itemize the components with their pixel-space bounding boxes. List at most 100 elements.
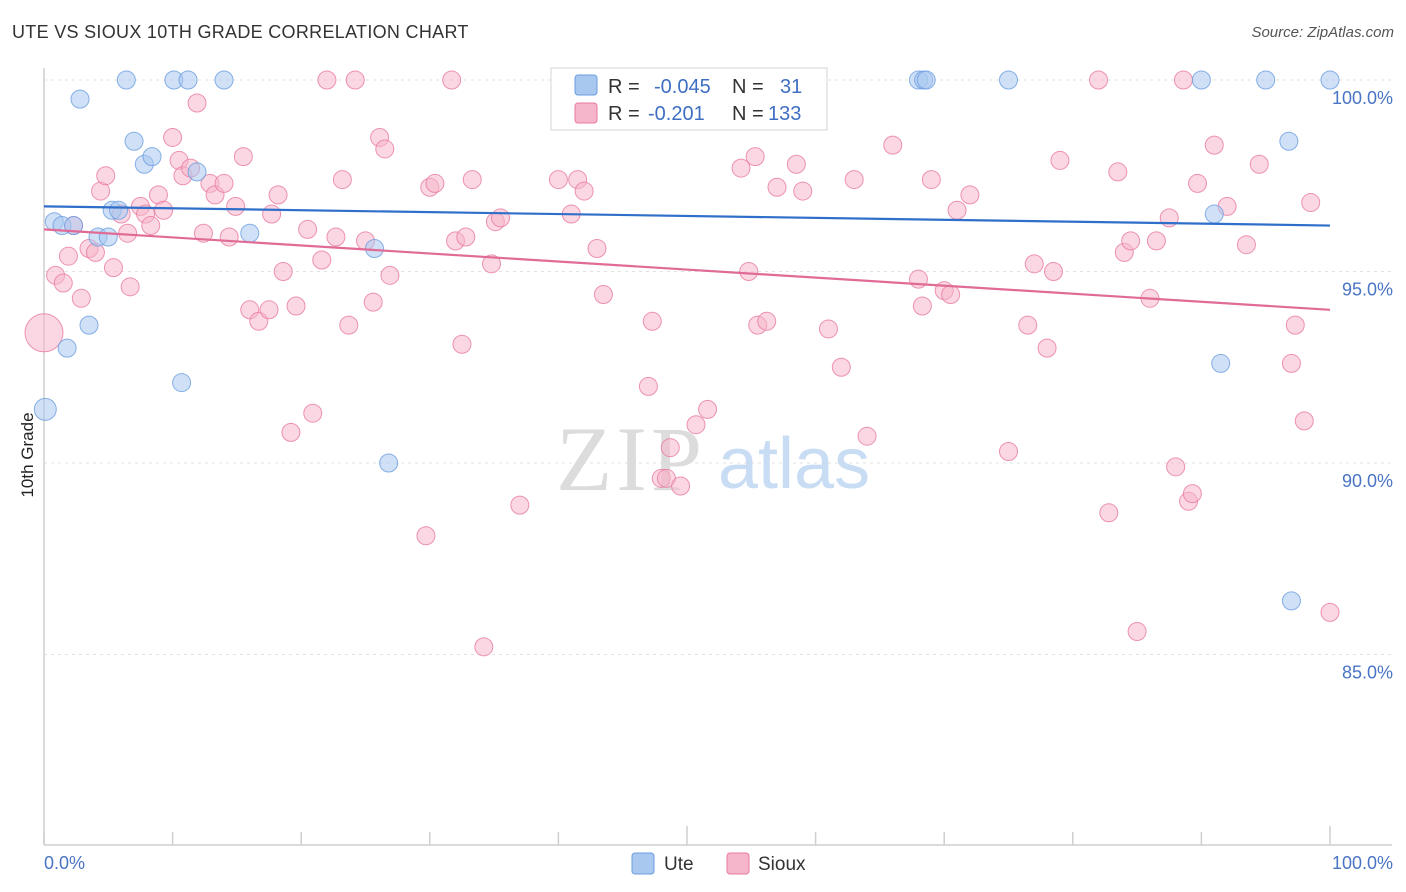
sioux-point-64	[510, 495, 530, 515]
legend-r-sioux: -0.201	[648, 103, 705, 125]
sioux-point-102	[1024, 254, 1044, 274]
ute-point-20	[240, 223, 260, 243]
sioux-point-103	[1037, 338, 1057, 358]
sioux-point-48	[363, 292, 383, 312]
sioux-point-40	[303, 403, 323, 423]
ute-point-28	[916, 70, 936, 90]
sioux-point-37	[281, 422, 301, 442]
sioux-point-82	[745, 147, 765, 167]
sioux-point-125	[1285, 315, 1305, 335]
sioux-point-120	[1204, 135, 1224, 155]
legend-swatch-sioux	[574, 102, 598, 124]
sioux-point-119	[1188, 173, 1208, 193]
svg-text:R =: R =	[608, 76, 640, 98]
sioux-point-126	[1294, 411, 1314, 431]
sioux-point-118	[1182, 484, 1202, 504]
sioux-point-108	[1108, 162, 1128, 182]
sioux-point-99	[960, 185, 980, 205]
sioux-point-34	[262, 204, 282, 224]
sioux-point-24	[193, 223, 213, 243]
sioux-point-36	[273, 262, 293, 281]
ute-point-0	[33, 397, 57, 421]
ute-point-17	[178, 70, 198, 90]
sioux-point-45	[339, 315, 359, 335]
sioux-point-35	[268, 185, 288, 205]
sioux-point-115	[1166, 457, 1186, 477]
sioux-point-122	[1236, 235, 1256, 255]
sioux-point-43	[326, 227, 346, 247]
sioux-point-87	[793, 181, 813, 201]
trend-lines	[43, 205, 1331, 311]
sioux-point-123	[1249, 154, 1269, 174]
ute-point-22	[379, 453, 399, 473]
y-axis-label: 10th Grade	[18, 412, 37, 497]
sioux-point-84	[757, 311, 777, 331]
data-points	[24, 70, 1340, 657]
sioux-point-100	[999, 442, 1018, 462]
ute-point-10	[109, 200, 129, 220]
ute-point-5	[70, 89, 90, 109]
ute-point-31	[1204, 204, 1224, 224]
sioux-point-113	[1146, 231, 1166, 251]
correlation-legend: R = -0.045 N = 31 R = -0.201 N = 133	[550, 67, 828, 131]
y-tick-label-0: 100.0%	[1332, 88, 1393, 108]
sioux-point-44	[332, 170, 352, 190]
sioux-point-77	[686, 415, 706, 435]
ute-point-19	[214, 70, 234, 90]
sioux-point-42	[317, 70, 337, 90]
sioux-point-41	[312, 250, 332, 270]
sioux-point-9	[96, 166, 116, 186]
source-label: Source: ZipAtlas.com	[1251, 24, 1394, 41]
ute-trend-line	[43, 205, 1331, 227]
bottom-swatch-sioux	[726, 852, 750, 875]
sioux-point-27	[214, 173, 234, 193]
x-tick-label-0: 0.0%	[44, 853, 85, 873]
y-tick-label-1: 95.0%	[1342, 280, 1393, 300]
sioux-point-5	[71, 288, 91, 308]
ute-point-33	[1256, 70, 1276, 90]
legend-n-ute: 31	[780, 76, 802, 98]
sioux-point-111	[1127, 622, 1147, 642]
sioux-point-90	[844, 170, 864, 190]
bottom-swatch-ute	[631, 852, 655, 875]
ute-point-6	[79, 315, 99, 335]
sioux-point-38	[286, 296, 306, 316]
sioux-point-50	[375, 139, 395, 159]
sioux-point-54	[425, 173, 445, 193]
sioux-point-101	[1018, 315, 1038, 335]
sioux-point-69	[587, 239, 607, 259]
grid-lines	[44, 79, 1392, 655]
legend-n-sioux: 133	[768, 103, 801, 125]
sioux-point-107	[1099, 503, 1119, 523]
sioux-point-81	[739, 262, 759, 281]
bottom-legend-sioux: Sioux	[758, 854, 806, 875]
sioux-point-63	[491, 208, 511, 228]
sioux-point-59	[462, 170, 482, 190]
sioux-point-75	[660, 438, 680, 458]
sioux-point-76	[671, 476, 691, 496]
ute-point-18	[187, 162, 207, 182]
ute-point-29	[999, 70, 1018, 90]
sioux-point-55	[442, 70, 462, 90]
sioux-point-98	[947, 200, 967, 220]
sioux-point-61	[482, 254, 502, 274]
sioux-point-33	[259, 300, 279, 320]
sioux-point-52	[416, 526, 436, 546]
sioux-point-10	[103, 258, 123, 278]
sioux-point-72	[642, 311, 662, 331]
sioux-point-71	[638, 376, 658, 396]
ute-point-11	[116, 70, 136, 90]
legend-swatch-ute	[574, 74, 598, 96]
sioux-point-105	[1050, 150, 1070, 170]
sioux-point-29	[226, 196, 246, 216]
svg-text:N =: N =	[732, 103, 764, 125]
sioux-point-3	[58, 246, 78, 266]
sioux-point-60	[474, 637, 494, 657]
bottom-legend-ute: Ute	[664, 854, 694, 875]
sioux-point-97	[941, 284, 961, 304]
sioux-point-78	[698, 399, 718, 419]
ute-point-16	[172, 373, 192, 393]
sioux-point-92	[883, 135, 903, 155]
sioux-point-57	[452, 334, 472, 354]
